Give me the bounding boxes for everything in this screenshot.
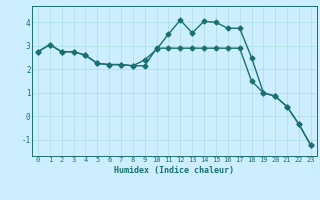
X-axis label: Humidex (Indice chaleur): Humidex (Indice chaleur): [115, 166, 234, 175]
